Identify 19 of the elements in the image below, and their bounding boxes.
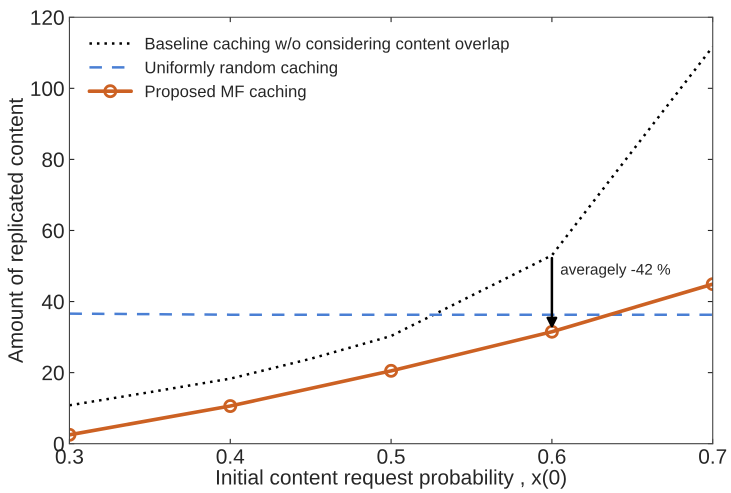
y-tick-label: 20 [42, 366, 64, 380]
y-tick-label: 100 [31, 81, 64, 96]
x-tick-label: 0.4 [216, 449, 244, 464]
y-tick-label: 40 [42, 294, 64, 310]
x-tick-label: 0.5 [377, 449, 405, 464]
point [384, 364, 398, 378]
y-tick-label: 80 [42, 152, 64, 168]
y-tick-label: 120 [31, 10, 64, 26]
y-tick-label: 60 [42, 223, 64, 238]
legend-label: Uniformly random caching [146, 61, 337, 77]
legend-label: Proposed MF caching [146, 84, 306, 101]
x-tick-label: 0.7 [699, 449, 726, 464]
x-tick-label: 0.3 [56, 449, 84, 464]
x-tick-label: 0.6 [538, 449, 566, 464]
y-axis-title: Amount of replicated content [8, 98, 28, 364]
annotation: averagely -42 % [560, 264, 670, 278]
point [544, 324, 559, 339]
legend-label: Baseline caching w/o considering content overlap [146, 37, 509, 53]
x-axis-title: Initial content request probability , x(0) [217, 469, 566, 489]
